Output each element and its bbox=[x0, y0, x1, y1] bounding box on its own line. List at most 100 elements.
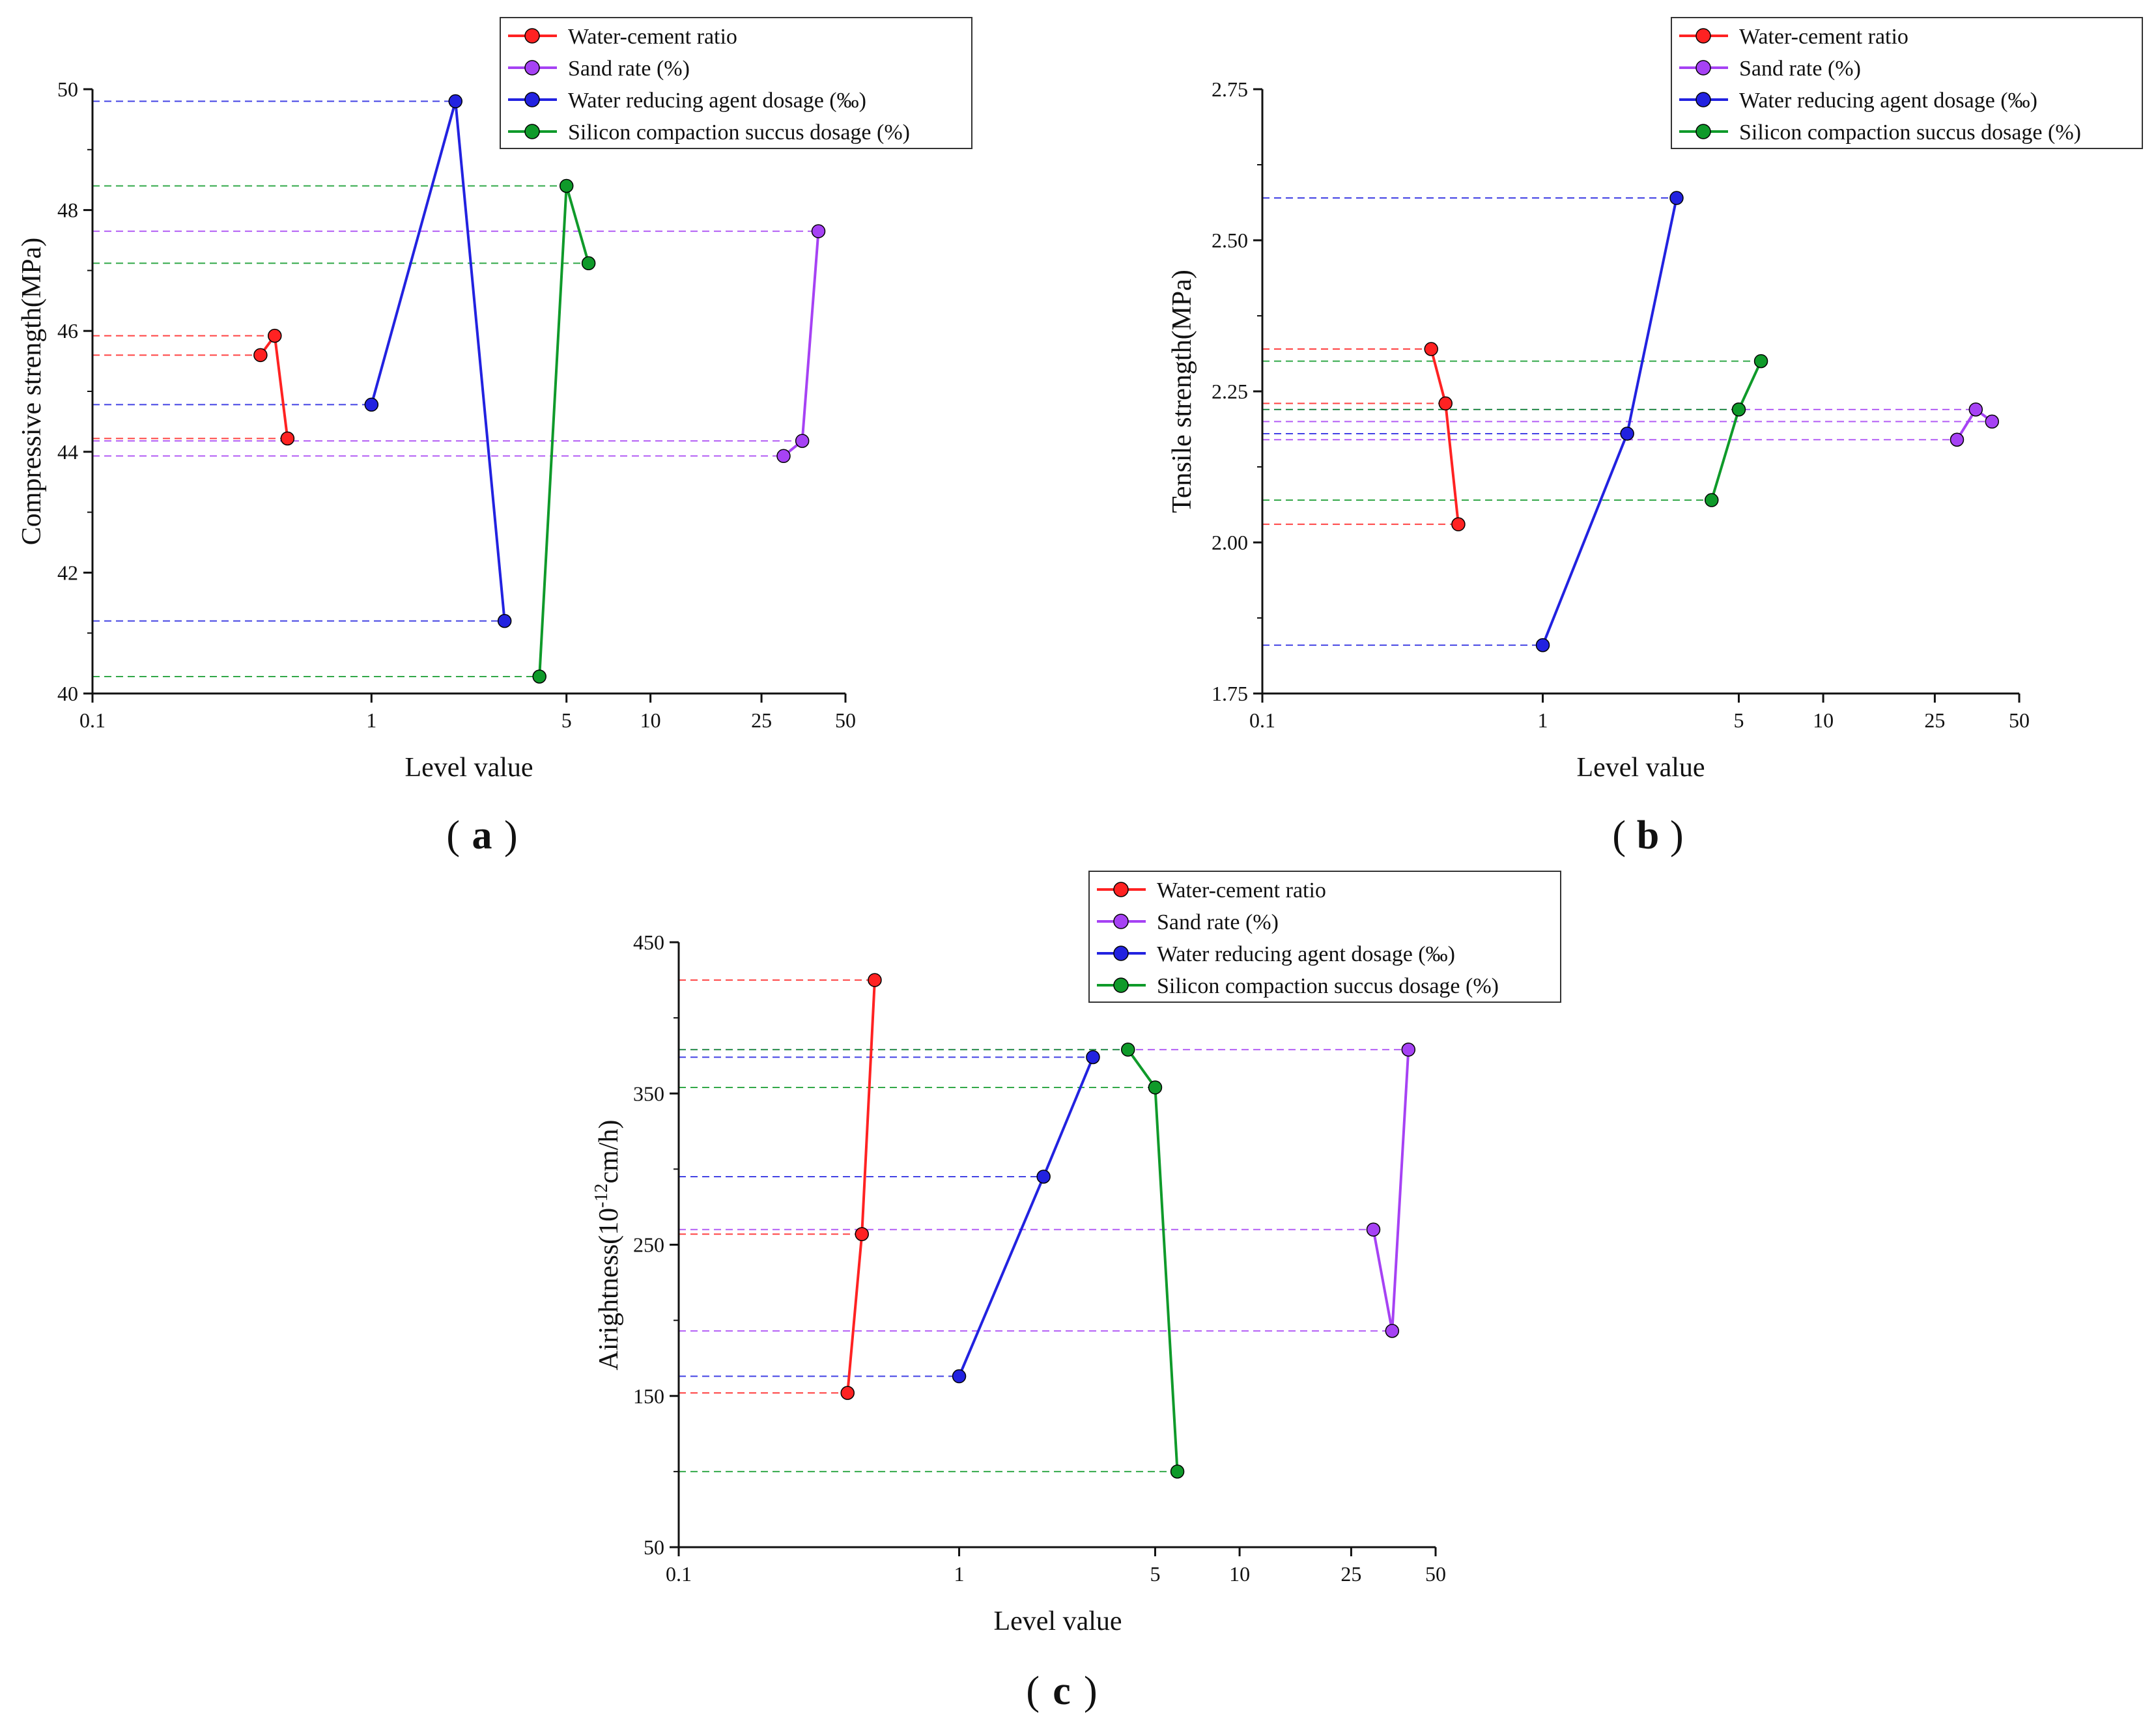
x-tick-label: 10 bbox=[1229, 1562, 1250, 1586]
x-tick-label: 25 bbox=[1340, 1562, 1361, 1586]
data-point-series-3-0 bbox=[1120, 1043, 1135, 1057]
panel-b-legend-entry-silicon: Silicon compaction succus dosage (%) bbox=[1679, 120, 2081, 145]
panel-b-legend-entry-sand-rate: Sand rate (%) bbox=[1679, 57, 1861, 81]
x-tick-label: 1 bbox=[366, 708, 376, 732]
series-line-2 bbox=[370, 100, 506, 621]
data-point-series-2-0 bbox=[952, 1369, 967, 1384]
y-tick-label: 2.25 bbox=[1212, 380, 1248, 403]
panel-a-legend: Water-cement ratio Sand rate (%) Water r… bbox=[500, 17, 972, 149]
panel-a-legend-entry-water-reducing: Water reducing agent dosage (‰) bbox=[508, 89, 866, 113]
y-tick-label: 2.50 bbox=[1212, 229, 1248, 252]
panel-b: 1.75 2.00 2.25 2.50 2.75 0.1 1 5 10 25 50 Level va… bbox=[1167, 17, 2143, 858]
panel-c-label-open: ( bbox=[1026, 1669, 1040, 1713]
panel-a-plot-area bbox=[92, 94, 826, 684]
data-point-series-0-1 bbox=[268, 328, 282, 343]
panel-b-label-open: ( bbox=[1612, 813, 1626, 858]
panel-a-label-open: ( bbox=[446, 813, 460, 858]
legend-label: Water reducing agent dosage (‰) bbox=[1739, 89, 2037, 113]
panel-a-x-axis-title: Level value bbox=[404, 753, 533, 783]
data-point-series-2-2 bbox=[1669, 191, 1684, 205]
x-tick-label: 50 bbox=[835, 708, 856, 732]
data-point-series-0-2 bbox=[1451, 517, 1466, 531]
legend-label: Sand rate (%) bbox=[1739, 57, 1861, 81]
panel-b-y-axis-title: Tensile strength(MPa) bbox=[1167, 270, 1197, 513]
legend-marker bbox=[524, 60, 540, 76]
legend-label: Water reducing agent dosage (‰) bbox=[568, 89, 866, 113]
y-tick-label: 40 bbox=[57, 682, 78, 705]
y-tick-label: 350 bbox=[633, 1082, 664, 1105]
data-point-series-1-0 bbox=[776, 449, 791, 464]
data-point-series-1-2 bbox=[811, 224, 826, 238]
y-tick-label: 44 bbox=[57, 440, 78, 464]
legend-label: Sand rate (%) bbox=[1157, 910, 1279, 934]
legend-marker bbox=[1113, 946, 1129, 961]
series-line-1 bbox=[782, 231, 820, 457]
panel-b-legend: Water-cement ratio Sand rate (%) Water r… bbox=[1671, 17, 2143, 149]
legend-marker bbox=[1695, 92, 1711, 107]
legend-label: Water-cement ratio bbox=[1739, 25, 1908, 49]
x-tick-label: 50 bbox=[1425, 1562, 1446, 1586]
legend-marker bbox=[1695, 60, 1711, 76]
data-point-series-3-2 bbox=[581, 256, 596, 271]
data-point-series-0-0 bbox=[840, 1386, 855, 1400]
panel-c-x-axis-title: Level value bbox=[993, 1606, 1122, 1636]
x-tick-label: 5 bbox=[1150, 1562, 1160, 1586]
x-tick-label: 10 bbox=[1813, 708, 1834, 732]
series-line-2 bbox=[1541, 197, 1678, 646]
series-line-3 bbox=[538, 184, 590, 677]
data-point-series-3-2 bbox=[1753, 354, 1768, 369]
data-point-series-1-1 bbox=[795, 434, 810, 448]
data-point-series-2-2 bbox=[1086, 1050, 1100, 1065]
panel-b-legend-frame bbox=[1671, 17, 2143, 149]
data-point-series-3-1 bbox=[559, 178, 574, 193]
legend-label: Water reducing agent dosage (‰) bbox=[1157, 942, 1455, 966]
y-tick-label: 150 bbox=[633, 1384, 664, 1408]
panel-c-label-letter: c bbox=[1053, 1669, 1071, 1713]
x-tick-label: 1 bbox=[1538, 708, 1548, 732]
panel-a: 40 42 44 46 48 50 0.1 1 5 10 25 50 Level value Comp… bbox=[17, 17, 972, 858]
data-point-series-2-0 bbox=[364, 397, 379, 412]
data-point-series-0-2 bbox=[868, 973, 882, 987]
x-tick-label: 1 bbox=[954, 1562, 965, 1586]
panel-a-legend-frame bbox=[500, 17, 972, 149]
legend-marker bbox=[524, 28, 540, 44]
panel-a-legend-entry-water-cement: Water-cement ratio bbox=[508, 25, 737, 49]
y-tick-label: 50 bbox=[57, 77, 78, 101]
panel-c-y-axis-title: Airightness(10-12cm/h) bbox=[591, 1120, 624, 1371]
y-tick-label: 450 bbox=[633, 931, 664, 954]
data-point-series-3-1 bbox=[1148, 1080, 1163, 1095]
legend-marker bbox=[1695, 28, 1711, 44]
legend-label: Silicon compaction succus dosage (%) bbox=[1157, 974, 1499, 998]
data-point-series-2-1 bbox=[1036, 1170, 1051, 1184]
y-tick-label: 2.75 bbox=[1212, 77, 1248, 101]
legend-marker bbox=[1113, 977, 1129, 993]
panel-a-label: ( a ) bbox=[446, 813, 517, 858]
panel-a-y-axis-title: Compressive strength(MPa) bbox=[17, 238, 47, 545]
panel-b-axis-ticks: 1.75 2.00 2.25 2.50 2.75 0.1 1 5 10 25 50 bbox=[1212, 77, 2030, 732]
data-point-series-3-0 bbox=[532, 669, 546, 684]
y-tick-label: 46 bbox=[57, 319, 78, 343]
data-point-series-1-1 bbox=[1385, 1324, 1400, 1338]
panel-c-legend-entry-water-reducing: Water reducing agent dosage (‰) bbox=[1097, 942, 1455, 966]
data-point-series-1-2 bbox=[1985, 414, 2000, 429]
series-line-2 bbox=[957, 1056, 1094, 1377]
y-tick-label: 2.00 bbox=[1212, 531, 1248, 554]
data-point-series-3-1 bbox=[1731, 402, 1746, 417]
panel-b-legend-entry-water-cement: Water-cement ratio bbox=[1679, 25, 1908, 49]
data-point-series-1-0 bbox=[1950, 432, 1965, 447]
data-point-series-1-2 bbox=[1401, 1043, 1416, 1057]
panel-a-legend-entry-silicon: Silicon compaction succus dosage (%) bbox=[508, 120, 910, 145]
panel-a-axis-ticks: 40 42 44 46 48 50 0.1 1 5 10 25 50 bbox=[57, 77, 856, 732]
x-tick-label: 50 bbox=[2009, 708, 2030, 732]
data-point-series-2-1 bbox=[1620, 427, 1634, 441]
ylabel-part-2: cm/h) bbox=[594, 1120, 624, 1184]
panel-b-legend-entry-water-reducing: Water reducing agent dosage (‰) bbox=[1679, 89, 2037, 113]
legend-label: Water-cement ratio bbox=[1157, 878, 1326, 903]
data-point-series-3-0 bbox=[1704, 493, 1719, 507]
series-line-1 bbox=[1372, 1049, 1410, 1332]
y-tick-label: 50 bbox=[644, 1535, 664, 1559]
y-tick-label: 250 bbox=[633, 1233, 664, 1257]
data-point-series-1-1 bbox=[1968, 402, 1983, 417]
data-point-series-0-2 bbox=[280, 431, 295, 446]
